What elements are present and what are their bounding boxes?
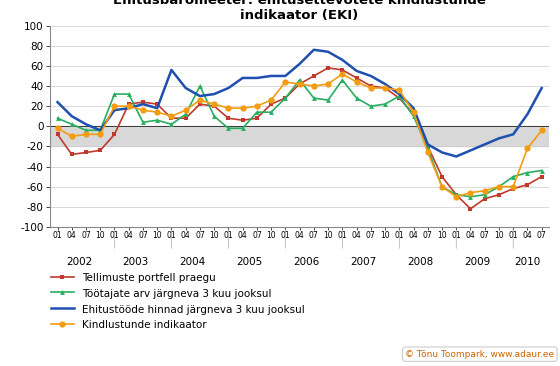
Text: 2008: 2008: [408, 257, 434, 268]
Text: 2004: 2004: [180, 257, 206, 268]
Legend: Tellimuste portfell praegu, Töötajate arv järgneva 3 kuu jooksul, Ehitustööde hi: Tellimuste portfell praegu, Töötajate ar…: [50, 272, 305, 330]
Text: 2005: 2005: [237, 257, 263, 268]
Bar: [50, 126, 549, 146]
Text: 2009: 2009: [464, 257, 491, 268]
Title: Ehitusbaromeeter: ehitusettevõtete kindlustunde
indikaator (EKI): Ehitusbaromeeter: ehitusettevõtete kindl…: [113, 0, 486, 22]
Text: 2003: 2003: [123, 257, 149, 268]
Text: 2010: 2010: [514, 257, 540, 268]
Text: 2006: 2006: [293, 257, 320, 268]
Text: 2007: 2007: [351, 257, 377, 268]
Text: © Tõnu Toompark, www.adaur.ee: © Tõnu Toompark, www.adaur.ee: [405, 350, 554, 359]
Text: 2002: 2002: [66, 257, 92, 268]
